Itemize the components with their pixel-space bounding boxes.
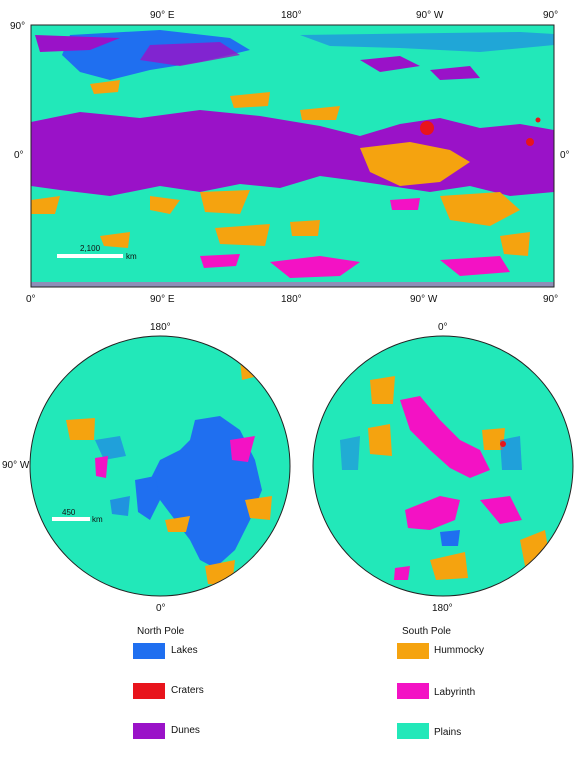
legend-label-craters: Craters <box>171 685 204 696</box>
legend-swatch-lakes <box>133 643 165 659</box>
global-bottom-label-90e: 90° E <box>150 294 175 305</box>
global-left-label-90: 90° <box>10 21 26 32</box>
global-scale-bar <box>57 254 123 258</box>
south-top-label: 0° <box>438 322 448 333</box>
global-top-label-90w: 90° W <box>416 10 444 21</box>
south-pole-map <box>313 336 573 596</box>
south-pole-caption: South Pole <box>402 626 451 637</box>
global-right-label-0: 0° <box>560 150 570 161</box>
legend-label-lakes: Lakes <box>171 645 198 656</box>
global-scale-unit: km <box>126 252 137 261</box>
legend-label-labyrinth: Labyrinth <box>434 687 476 698</box>
global-top-label-180: 180° <box>281 10 302 21</box>
legend-label-hummocky: Hummocky <box>434 645 485 656</box>
global-bottom-label-180: 180° <box>281 294 302 305</box>
global-bottom-label-90w: 90° W <box>410 294 438 305</box>
north-scale-value: 450 <box>62 508 76 517</box>
global-top-label-90: 90° <box>543 10 559 21</box>
global-bottom-label-0: 0° <box>26 294 36 305</box>
north-pole-caption: North Pole <box>137 626 185 637</box>
north-left-label: 90° W <box>2 460 30 471</box>
legend-swatch-labyrinth <box>397 683 429 699</box>
north-pole-map <box>30 336 290 596</box>
legend-swatch-hummocky <box>397 643 429 659</box>
global-map <box>31 25 554 287</box>
legend-swatch-plains <box>397 723 429 739</box>
legend-swatch-craters <box>133 683 165 699</box>
global-left-label-0: 0° <box>14 150 24 161</box>
global-scale-value: 2,100 <box>80 244 101 253</box>
crater-menrva <box>420 121 434 135</box>
north-scale-bar <box>52 517 90 521</box>
north-top-label: 180° <box>150 322 171 333</box>
south-bottom-label: 180° <box>432 603 453 614</box>
legend-label-dunes: Dunes <box>171 725 200 736</box>
legend-label-plains: Plains <box>434 727 462 738</box>
legend-swatch-dunes <box>133 723 165 739</box>
global-bottom-label-90: 90° <box>543 294 559 305</box>
global-top-label-90e: 90° E <box>150 10 175 21</box>
north-bottom-label: 0° <box>156 603 166 614</box>
north-scale-unit: km <box>92 515 103 524</box>
